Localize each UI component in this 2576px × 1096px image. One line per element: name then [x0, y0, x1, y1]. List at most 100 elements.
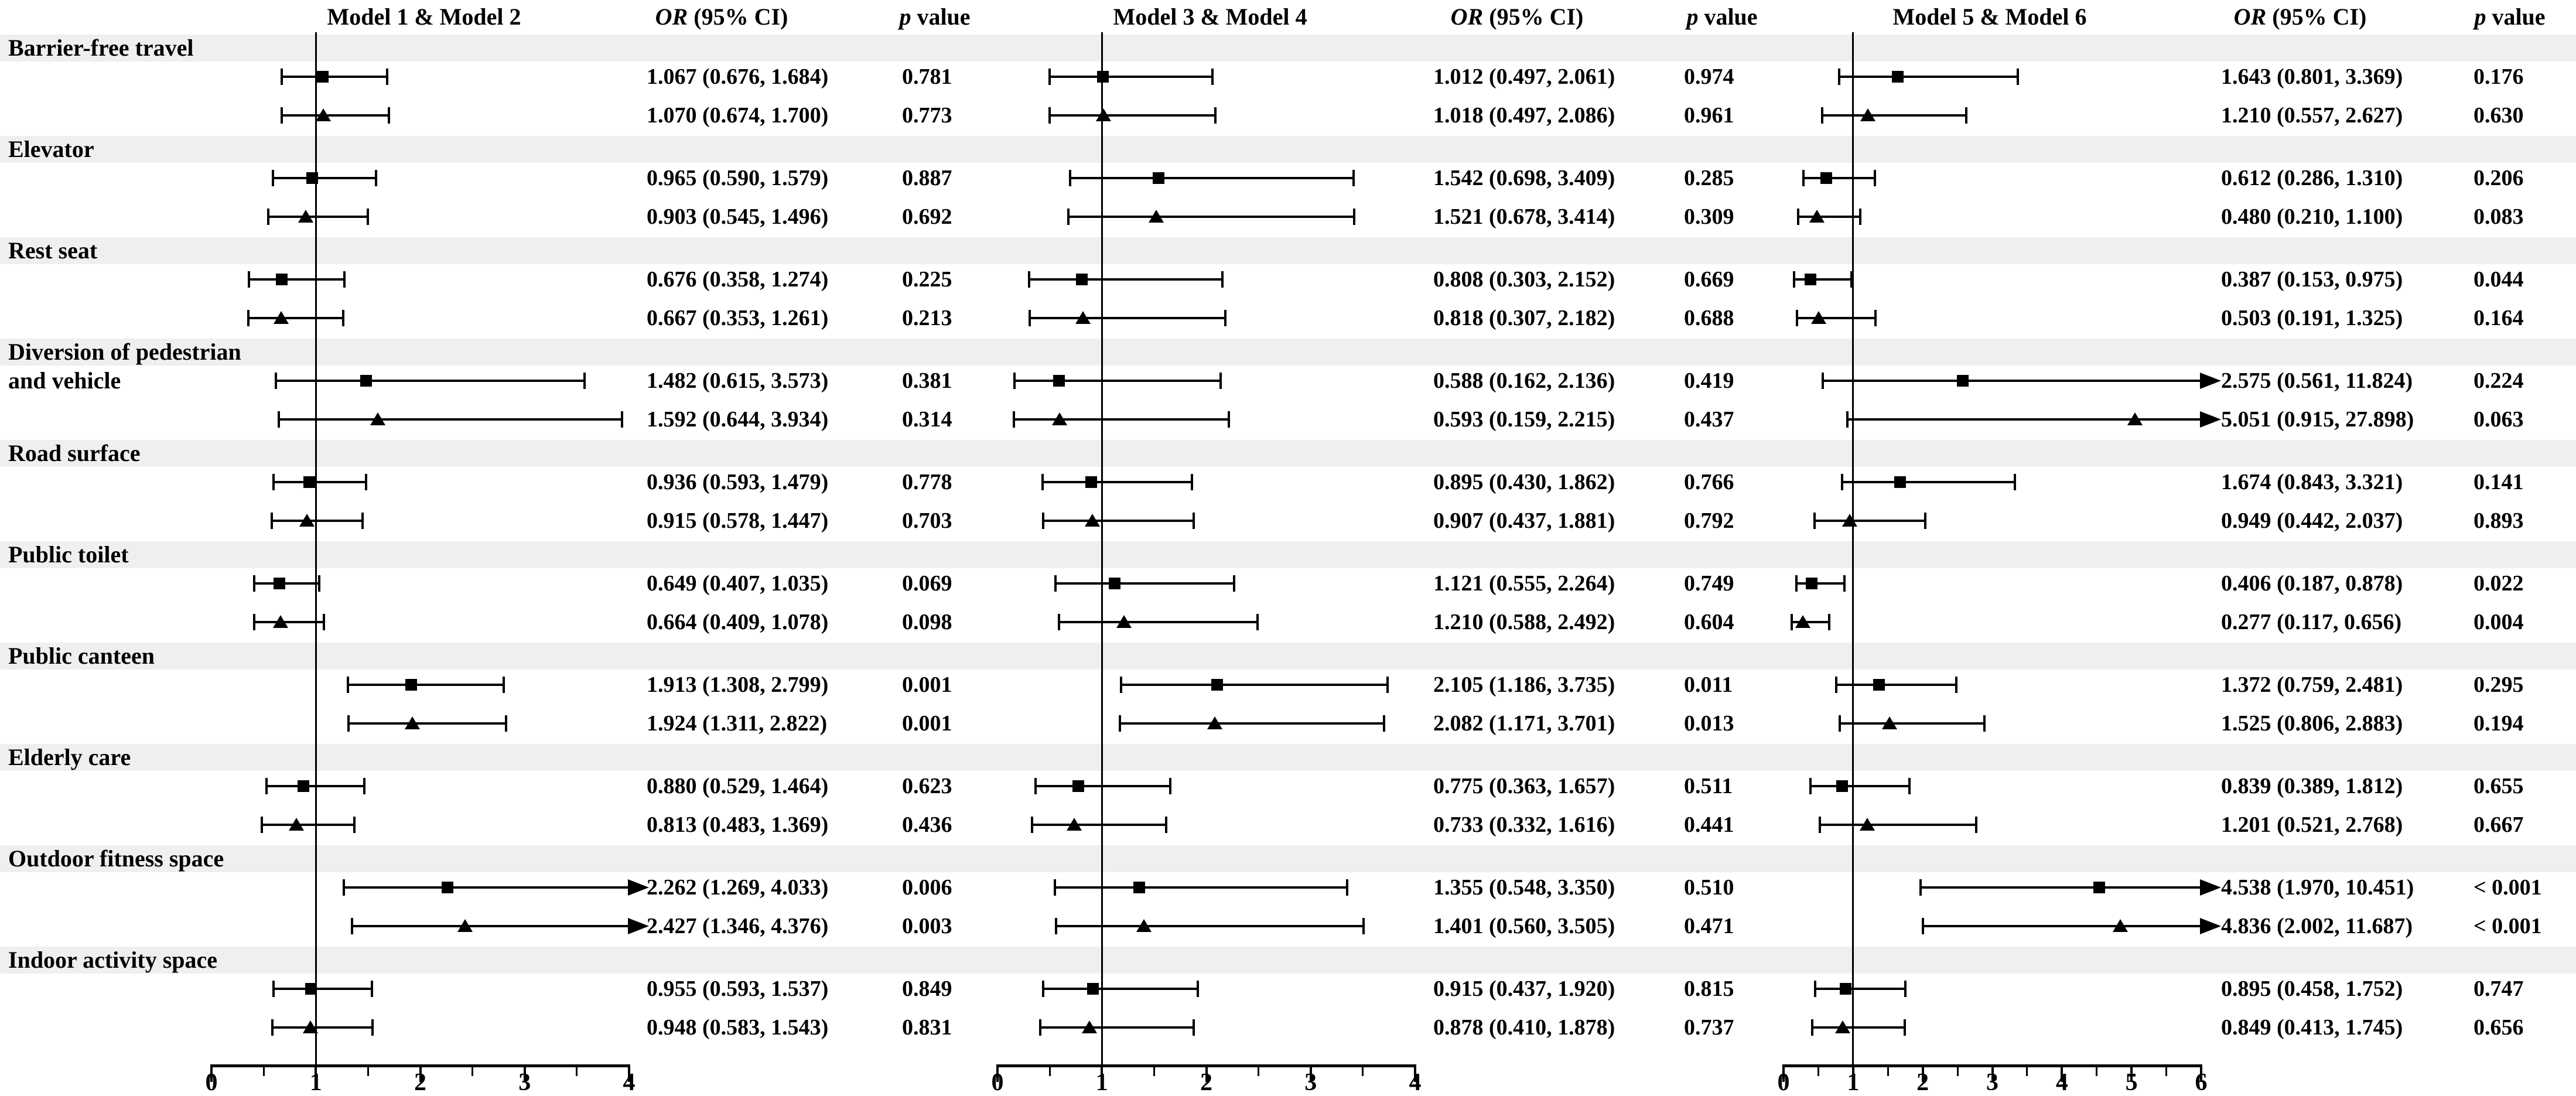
or-ci-value: 0.775 (0.363, 1.657): [1433, 774, 1615, 798]
p-value: 0.006: [902, 875, 952, 900]
ci-cap-right: [1843, 575, 1846, 592]
ci-cap-left: [1057, 614, 1060, 630]
triangle-marker: [1075, 311, 1091, 324]
ci-cap-right: [343, 271, 346, 288]
ci-cap-left: [1793, 271, 1796, 288]
ci-cap-left: [1041, 513, 1044, 529]
category-stripe: [0, 136, 2576, 163]
or-ci-value: 0.480 (0.210, 1.100): [2221, 204, 2403, 229]
ci-cap-left: [1790, 614, 1793, 630]
ci-cap-left: [1813, 513, 1816, 529]
ci-cap-right: [1874, 310, 1877, 326]
x-axis-minor-tick: [367, 1067, 369, 1076]
or-ci-value: 0.387 (0.153, 0.975): [2221, 267, 2403, 292]
triangle-marker: [288, 818, 304, 831]
x-axis-major-tick: [419, 1067, 422, 1082]
ci-line: [1029, 317, 1225, 319]
square-marker: [2093, 882, 2106, 893]
ci-line: [1810, 785, 1910, 787]
or-ci-value: 0.915 (0.578, 1.447): [647, 508, 829, 533]
x-axis-line: [996, 1064, 1416, 1067]
ci-line: [282, 114, 389, 117]
ci-cap-left: [1838, 715, 1841, 732]
ci-line: [1847, 418, 2201, 421]
square-marker: [1894, 476, 1906, 488]
ci-cap-left: [1795, 310, 1798, 326]
ci-cap-left: [281, 69, 283, 85]
p-value: 0.831: [902, 1015, 952, 1040]
ci-line: [1042, 481, 1192, 483]
triangle-marker: [1081, 1020, 1097, 1033]
x-axis-tick-label: 1: [309, 1069, 322, 1096]
or-ci-value: 0.588 (0.162, 2.136): [1433, 368, 1615, 393]
triangle-marker: [1066, 818, 1082, 831]
ci-cap-right: [366, 209, 369, 225]
p-value: 0.063: [2473, 407, 2524, 432]
p-value: 0.225: [902, 267, 952, 292]
triangle-marker: [1860, 108, 1875, 121]
category-stripe: [0, 643, 2576, 670]
triangle-marker: [1207, 716, 1223, 729]
ci-cap-left: [1846, 411, 1849, 428]
x-axis-major-tick: [2061, 1067, 2063, 1082]
ci-cap-right: [1221, 271, 1224, 288]
or-ci-value: 0.676 (0.358, 1.274): [647, 267, 829, 292]
triangle-marker: [299, 514, 315, 527]
ci-line: [1043, 988, 1198, 990]
panel3-title-text: Model 5 & Model 6: [1892, 4, 2087, 30]
category-stripe: [0, 744, 2576, 771]
ci-line: [272, 1026, 373, 1029]
ci-cap-right: [1965, 107, 1968, 124]
square-marker: [1053, 375, 1065, 387]
ci-line: [248, 278, 345, 281]
ci-cap-right: [1974, 817, 1977, 833]
x-axis-tick-label: 1: [1847, 1069, 1860, 1096]
x-axis-major-tick: [628, 1067, 630, 1082]
square-marker: [1076, 274, 1088, 285]
or-ci-value: 1.210 (0.557, 2.627): [2221, 103, 2403, 128]
or-ci-value: 0.965 (0.590, 1.579): [647, 166, 829, 190]
p-value: 0.069: [902, 571, 952, 596]
x-axis-minor-tick: [262, 1067, 265, 1076]
ci-line: [1035, 785, 1171, 787]
x-axis-major-tick: [996, 1067, 999, 1082]
ci-cap-left: [1053, 879, 1056, 896]
ci-cap-right: [363, 778, 365, 794]
square-marker: [1072, 780, 1085, 792]
ci-line: [1839, 76, 2018, 78]
or-ci-value: 1.372 (0.759, 2.481): [2221, 672, 2403, 697]
ci-line: [1822, 380, 2201, 382]
square-marker: [1133, 882, 1145, 893]
ci-line: [1812, 1026, 1905, 1029]
x-axis-major-tick: [1101, 1067, 1103, 1082]
p-value: < 0.001: [2473, 875, 2542, 900]
ci-cap-left: [277, 411, 280, 428]
p-rest: value: [911, 4, 971, 30]
x-axis-major-tick: [2130, 1067, 2133, 1082]
or-ci-value: 0.612 (0.286, 1.310): [2221, 166, 2403, 190]
square-marker: [306, 172, 318, 184]
x-axis-tick-label: 4: [623, 1069, 636, 1096]
ci-line: [262, 824, 355, 826]
ci-cap-left: [267, 209, 270, 225]
p-value: 0.688: [1684, 306, 1734, 330]
category-stripe: [0, 541, 2576, 568]
ci-cap-right: [1197, 981, 1200, 997]
p-value: 0.974: [1684, 64, 1734, 89]
p-value: 0.309: [1684, 204, 1734, 229]
ci-cap-right: [1193, 513, 1195, 529]
p-value: 0.436: [902, 812, 952, 837]
reference-line: [1101, 32, 1103, 1067]
or-rest: (95% CI): [1483, 4, 1584, 30]
ci-line: [348, 722, 506, 725]
or-rest: (95% CI): [688, 4, 788, 30]
ci-line: [272, 520, 363, 522]
panel2-p-header: p value: [1686, 4, 1757, 30]
ci-line: [1814, 520, 1926, 522]
or-ci-value: 1.592 (0.644, 3.934): [647, 407, 829, 432]
ci-line: [351, 925, 629, 927]
p-value: 0.141: [2473, 470, 2524, 494]
p-value: 0.176: [2473, 64, 2524, 89]
ci-line: [1815, 988, 1906, 990]
or-ci-value: 1.018 (0.497, 2.086): [1433, 103, 1615, 128]
